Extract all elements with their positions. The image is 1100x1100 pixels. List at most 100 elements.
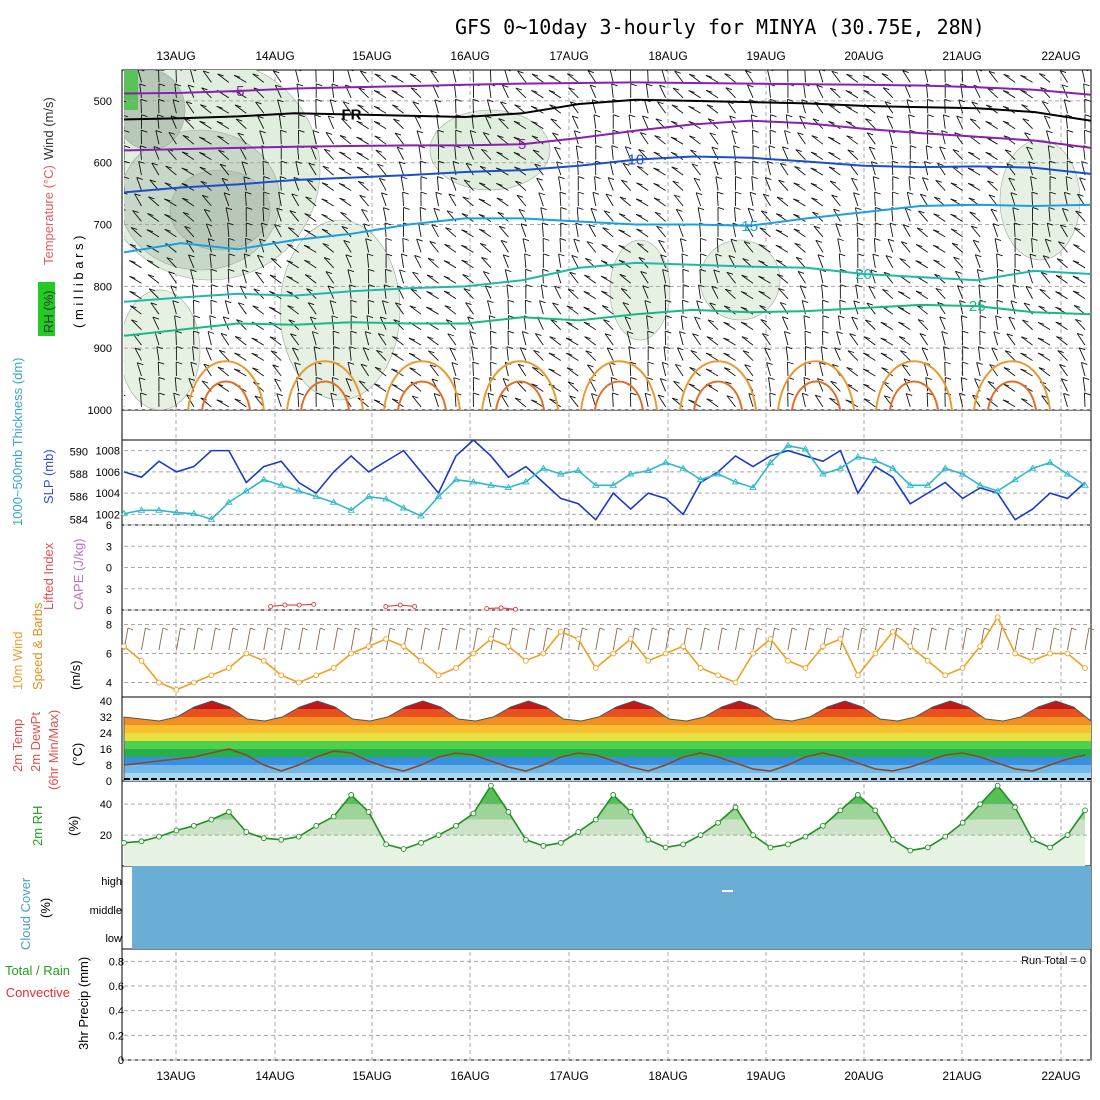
wind-barb-flag <box>943 346 950 350</box>
wind-barb-flag <box>908 176 916 180</box>
wind-barb-flag <box>155 130 163 133</box>
wind10-barb-flag <box>809 627 815 631</box>
wind-barb-flag <box>1003 120 1010 124</box>
wind-barb <box>461 229 474 238</box>
wind-barb-flag <box>339 151 346 155</box>
chart-title: GFS 0~10day 3-hourly for MINYA (30.75E, … <box>455 15 985 39</box>
wind-barb-flag <box>251 337 258 341</box>
wind-barb <box>885 255 894 269</box>
wind-barb-flag <box>815 239 822 243</box>
wind-barb <box>691 163 701 176</box>
wind-barb <box>605 193 614 207</box>
wind-barb-flag <box>368 284 375 288</box>
wind-barb <box>941 331 946 346</box>
rh2m-label: 2m RH <box>30 806 45 846</box>
wind-barb-flag <box>1038 305 1045 309</box>
wind-barb <box>262 161 265 176</box>
wind-barb-flag <box>915 260 922 264</box>
wind-barb-flag <box>705 368 713 372</box>
wind-barb <box>416 238 422 253</box>
wind-barb-flag <box>290 333 297 337</box>
wind-barb-flag <box>288 227 295 231</box>
wind-barb-flag <box>988 70 996 74</box>
wind-barb-flag <box>158 377 166 380</box>
wind10-speed-line-point <box>225 665 232 671</box>
wind-barb <box>172 300 177 315</box>
wind-barb <box>1041 101 1051 114</box>
wind10-speed-line-point <box>750 650 756 657</box>
wind-barb <box>278 192 282 207</box>
wind-barb <box>552 302 562 315</box>
wind-barb <box>223 192 230 207</box>
precip-tick-label: 0.6 <box>109 981 124 993</box>
wind-barb <box>709 132 719 145</box>
wind-barb-flag <box>566 321 573 325</box>
wind-barb-flag <box>865 118 872 122</box>
wind-barb <box>775 244 789 253</box>
wind-barb-flag <box>994 238 1002 242</box>
wind-barb <box>724 288 736 300</box>
wind-barb <box>252 305 265 315</box>
wind-barb-flag <box>618 213 626 217</box>
wind-barb-flag <box>409 367 416 371</box>
wind10-barb <box>438 627 443 651</box>
wind-barb-flag <box>812 118 820 122</box>
wind10-barb-flag <box>302 627 308 631</box>
wind-barb-flag <box>758 244 766 247</box>
wind-barb-flag <box>1031 237 1038 241</box>
wind-barb <box>870 269 876 284</box>
wind-barb-flag <box>1055 321 1062 325</box>
wind-barb-flag <box>566 352 573 356</box>
wind10-speed-line-point <box>505 643 512 650</box>
wind-barb-flag <box>392 336 399 339</box>
wind-barb-flag <box>164 213 171 217</box>
wind-barb <box>431 224 439 238</box>
wind-barb-flag <box>709 302 716 306</box>
wind-barb-flag <box>350 330 357 334</box>
wind-barb-flag <box>793 198 800 202</box>
wind-barb <box>360 70 369 83</box>
wind-barb <box>673 194 684 207</box>
wind-barb-flag <box>141 129 148 133</box>
wind-barb <box>1049 161 1051 176</box>
wind-barb-flag <box>717 191 724 195</box>
wind-barb-flag <box>1003 135 1011 139</box>
wind-barb <box>663 346 667 361</box>
wind-barb-flag <box>1022 118 1029 122</box>
wind-barb-flag <box>411 87 418 91</box>
wind-barb <box>311 331 317 346</box>
wind-barb <box>338 183 352 191</box>
wind-barb-flag <box>443 260 451 264</box>
wind-barb <box>752 130 754 145</box>
millibars-label: ( m i l l i b a r s ) <box>71 236 86 328</box>
wind-barb <box>255 271 265 284</box>
wind-barb-flag <box>688 105 695 109</box>
outer-frame <box>121 69 1092 1061</box>
wind-barb-flag <box>515 180 522 184</box>
wind-barb-flag <box>324 148 331 152</box>
wind-barb-flag <box>811 197 818 201</box>
wind-barb <box>414 115 422 129</box>
contour-label: 10 <box>628 152 645 169</box>
wind-barb <box>257 255 265 269</box>
wind-barb-flag <box>780 162 787 166</box>
wind-barb-flag <box>707 319 715 323</box>
wind-barb <box>865 118 876 130</box>
wind-barb <box>897 306 911 315</box>
wind-barb-flag <box>381 192 388 196</box>
wind-barb <box>872 176 876 191</box>
wind-barb-flag <box>401 253 408 257</box>
wind10-speed-line-point <box>662 650 669 657</box>
wind-barb <box>1003 135 1016 145</box>
wind-barb-flag <box>856 222 864 226</box>
wind-barb <box>462 196 474 207</box>
wind-barb <box>1079 177 1086 191</box>
wind-barb <box>723 305 736 315</box>
wind-barb-flag <box>758 290 765 294</box>
wind-barb <box>524 300 527 315</box>
wind-barb-flag <box>869 146 876 150</box>
wind-barb-flag <box>611 83 618 87</box>
wind-barb <box>375 149 387 160</box>
wind-barb-flag <box>380 316 387 320</box>
wind-barb-flag <box>246 207 253 210</box>
